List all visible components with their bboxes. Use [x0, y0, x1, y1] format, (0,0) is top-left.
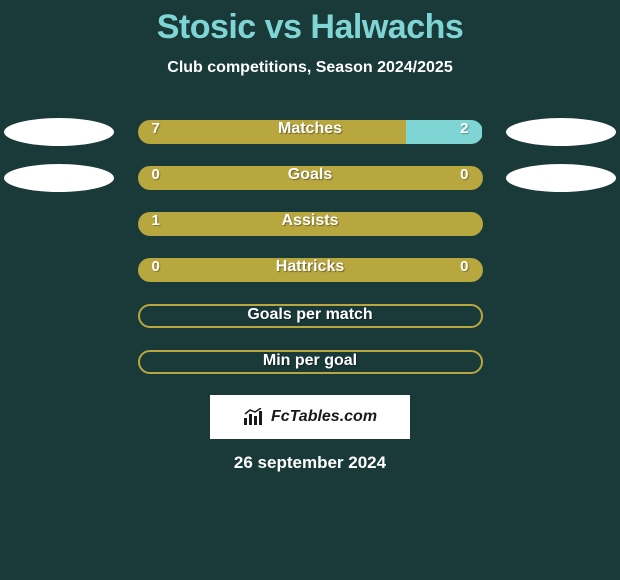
stat-row: Goals per match	[0, 293, 620, 339]
bar-segment-left	[138, 120, 406, 144]
brand-chart-icon	[243, 408, 265, 426]
stat-value-right: 0	[460, 166, 468, 183]
player1-badge	[4, 118, 114, 146]
stat-value-left: 7	[152, 120, 160, 137]
stat-bar: 72Matches	[138, 120, 483, 144]
stat-bar: Goals per match	[138, 304, 483, 328]
brand-badge: FcTables.com	[210, 395, 410, 439]
stat-bar: 00Goals	[138, 166, 483, 190]
stat-bar: 00Hattricks	[138, 258, 483, 282]
stat-row: 00Goals	[0, 155, 620, 201]
bar-segment-left	[138, 166, 483, 190]
player2-badge	[506, 118, 616, 146]
comparison-title: Stosic vs Halwachs	[0, 8, 620, 47]
comparison-date: 26 september 2024	[0, 453, 620, 473]
brand-text: FcTables.com	[271, 408, 377, 426]
stat-value-right: 0	[460, 258, 468, 275]
stat-label: Goals per match	[247, 306, 372, 324]
stat-value-right: 2	[460, 120, 468, 137]
stat-value-left: 1	[152, 212, 160, 229]
stat-row: 00Hattricks	[0, 247, 620, 293]
stat-value-left: 0	[152, 258, 160, 275]
stat-row: 1Assists	[0, 201, 620, 247]
stat-bar: Min per goal	[138, 350, 483, 374]
stat-bar: 1Assists	[138, 212, 483, 236]
bar-segment-left	[138, 258, 483, 282]
stats-area: 72Matches00Goals1Assists00HattricksGoals…	[0, 109, 620, 385]
bar-segment-right	[406, 120, 483, 144]
bar-segment-left	[138, 212, 483, 236]
player2-badge	[506, 164, 616, 192]
stat-row: Min per goal	[0, 339, 620, 385]
player1-badge	[4, 164, 114, 192]
stat-row: 72Matches	[0, 109, 620, 155]
stat-value-left: 0	[152, 166, 160, 183]
stat-label: Min per goal	[263, 352, 357, 370]
comparison-subtitle: Club competitions, Season 2024/2025	[0, 59, 620, 77]
